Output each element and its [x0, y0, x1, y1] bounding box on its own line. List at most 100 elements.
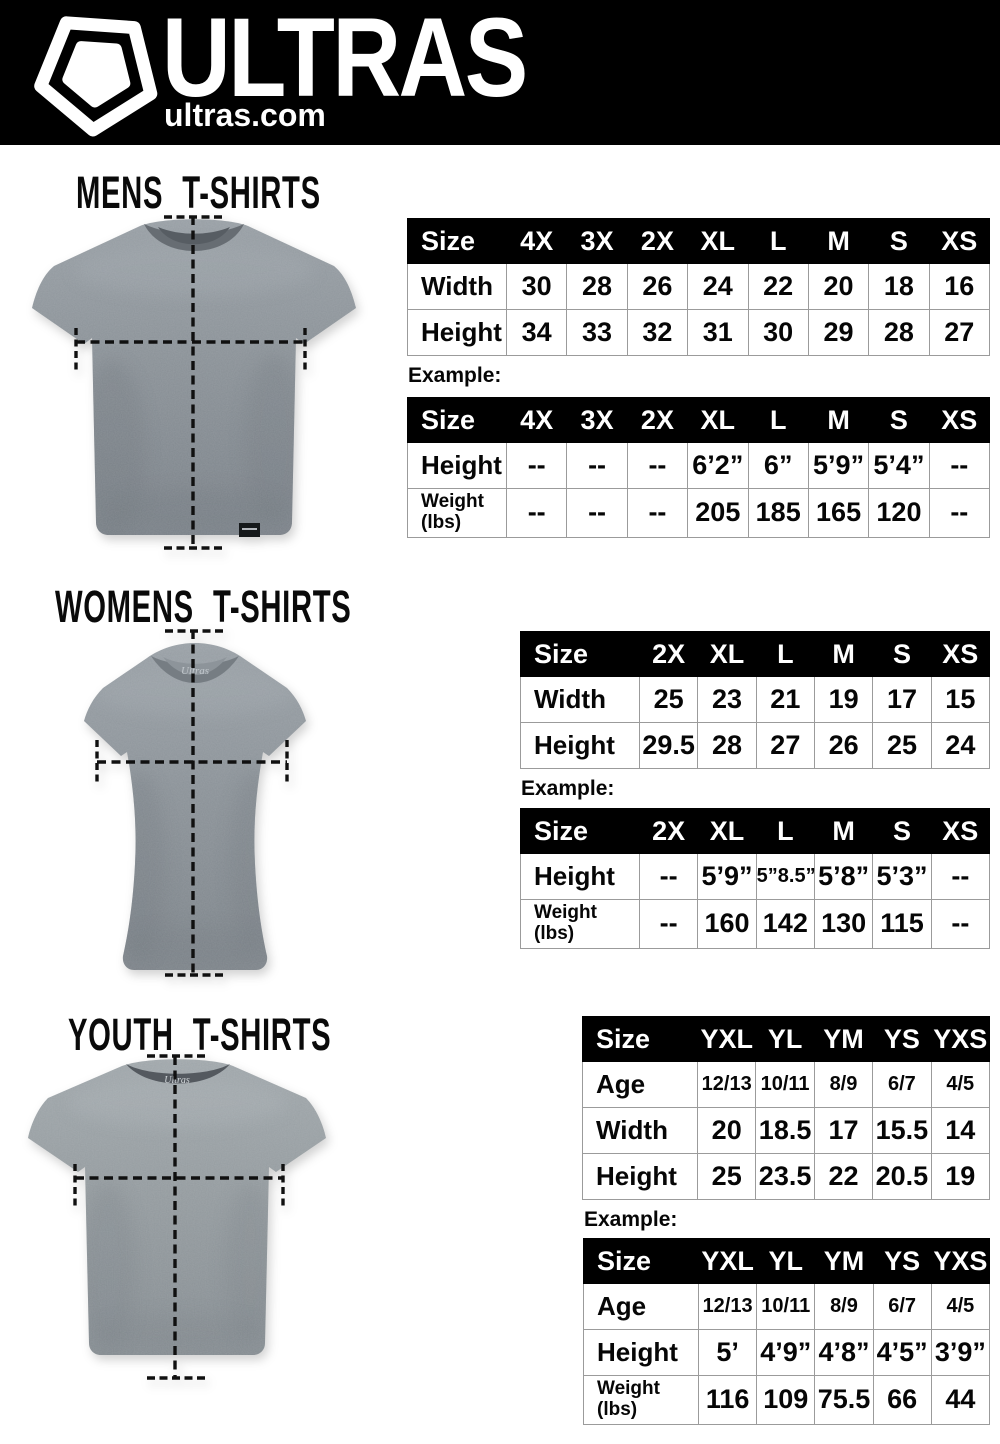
cell-value: 4/5	[930, 1061, 991, 1108]
table-row: Weight (lbs) -- -- -- 205 185 165 120 --	[407, 488, 991, 538]
cell-value: 3’9”	[930, 1329, 991, 1376]
col-header: M	[807, 218, 870, 264]
size-chart-table: Size 4X 3X 2X XL L M S XS Width 30 28 26 24 22 20 18 16 He…	[407, 218, 991, 356]
col-header: XS	[928, 397, 991, 443]
col-header: M	[813, 631, 874, 677]
col-header-size: Size	[582, 1016, 698, 1062]
cell-value: 34	[505, 309, 568, 356]
cell-value: 24	[687, 263, 749, 310]
table-header-row: Size 4X 3X 2X XL L M S XS	[407, 397, 991, 443]
cell-value: 29	[807, 309, 870, 356]
col-header: YXS	[930, 1238, 991, 1284]
row-label: Weight (lbs)	[407, 488, 507, 538]
col-header: YL	[755, 1016, 815, 1062]
cell-value: 33	[566, 309, 628, 356]
cell-value: 30	[747, 309, 809, 356]
cell-value: 109	[756, 1375, 816, 1425]
cell-value: 5”8.5”	[755, 853, 816, 900]
table-row: Width 30 28 26 24 22 20 18 16	[407, 263, 991, 310]
cell-value: 17	[872, 676, 932, 723]
cell-value: 20.5	[872, 1153, 932, 1200]
col-header: 2X	[626, 397, 689, 443]
youth-example-label: Example:	[584, 1208, 678, 1231]
col-header: XL	[687, 397, 749, 443]
cell-value: 25	[696, 1153, 757, 1200]
cell-value: 21	[755, 676, 815, 723]
cell-value: --	[566, 488, 628, 538]
cell-value: --	[930, 853, 991, 900]
cell-value: 28	[868, 309, 930, 356]
col-header: XL	[697, 631, 757, 677]
col-header: XL	[697, 808, 757, 854]
cell-value: 31	[687, 309, 749, 356]
row-label: Width	[582, 1107, 698, 1154]
cell-value: --	[626, 442, 689, 489]
col-header: 3X	[566, 218, 628, 264]
col-header: YXL	[697, 1238, 758, 1284]
cell-value: 4’8”	[814, 1329, 874, 1376]
cell-value: 32	[626, 309, 689, 356]
womens-size-table: Size 2X XL L M S XS Width 25 23 21 19 17 15 Height 29.5…	[520, 631, 991, 769]
section-title-womens: WOMENS T-SHIRTS	[55, 581, 352, 632]
col-header: 2X	[626, 218, 689, 264]
col-header: XS	[928, 218, 991, 264]
size-chart-table: Size 2X XL L M S XS Width 25 23 21 19 17 15 Height 29.5…	[520, 631, 991, 769]
col-header: XS	[930, 808, 991, 854]
row-label: Height	[583, 1329, 699, 1376]
col-header: S	[868, 218, 930, 264]
cell-value: 27	[928, 309, 991, 356]
cell-value: 115	[872, 899, 932, 949]
cell-value: 23	[697, 676, 757, 723]
cell-value: 12/13	[697, 1283, 758, 1330]
brand-wordmark: ULTRAS	[162, 0, 528, 120]
cell-value: 5’3”	[872, 853, 932, 900]
col-header: YL	[756, 1238, 816, 1284]
row-label: Age	[582, 1061, 698, 1108]
mens-example-table: Size 4X 3X 2X XL L M S XS Height -- -- -- 6’2” 6” 5’9” 5…	[407, 397, 991, 538]
mens-measurement-lines	[74, 215, 307, 550]
cell-value: 165	[807, 488, 870, 538]
section-title-youth: YOUTH T-SHIRTS	[68, 1009, 332, 1060]
col-header: YXL	[696, 1016, 757, 1062]
collar-label-text: Ultras	[164, 1075, 190, 1086]
col-header: YS	[872, 1238, 932, 1284]
cell-value: --	[566, 442, 628, 489]
row-label: Height	[520, 722, 640, 769]
col-header: M	[813, 808, 874, 854]
cell-value: 116	[697, 1375, 758, 1425]
cell-value: 5’9”	[697, 853, 757, 900]
cell-value: 18.5	[755, 1107, 815, 1154]
cell-value: --	[930, 899, 991, 949]
womens-tshirt-image: Ultras	[84, 629, 306, 977]
table-header-row: Size YXL YL YM YS YXS	[583, 1238, 991, 1284]
header-bar: ULTRAS ultras.com	[0, 0, 1000, 145]
cell-value: 6’2”	[687, 442, 749, 489]
cell-value: 12/13	[696, 1061, 757, 1108]
cell-value: 8/9	[813, 1061, 874, 1108]
cell-value: 23.5	[755, 1153, 815, 1200]
cell-value: 25	[872, 722, 932, 769]
youth-measurement-lines	[73, 1054, 285, 1380]
cell-value: 4/5	[930, 1283, 991, 1330]
cell-value: --	[638, 853, 699, 900]
collar-label-text: Ultras	[181, 665, 209, 677]
mens-tshirt-image	[32, 215, 356, 550]
cell-value: 5’4”	[868, 442, 930, 489]
cell-value: 6/7	[872, 1061, 932, 1108]
col-header: L	[747, 397, 809, 443]
col-header: 3X	[566, 397, 628, 443]
table-row: Weight (lbs) -- 160 142 130 115 --	[520, 899, 991, 949]
col-header: L	[755, 808, 815, 854]
col-header-size: Size	[407, 218, 507, 264]
table-row: Height 34 33 32 31 30 29 28 27	[407, 309, 991, 356]
cell-value: 130	[813, 899, 874, 949]
cell-value: 15	[930, 676, 991, 723]
cell-value: 20	[696, 1107, 757, 1154]
logo-inner-pentagon	[62, 41, 131, 108]
col-header: S	[868, 397, 930, 443]
table-row: Width 20 18.5 17 15.5 14	[582, 1107, 991, 1154]
womens-shirt-collar-inner	[163, 657, 227, 675]
cell-value: --	[626, 488, 689, 538]
cell-value: --	[505, 442, 568, 489]
